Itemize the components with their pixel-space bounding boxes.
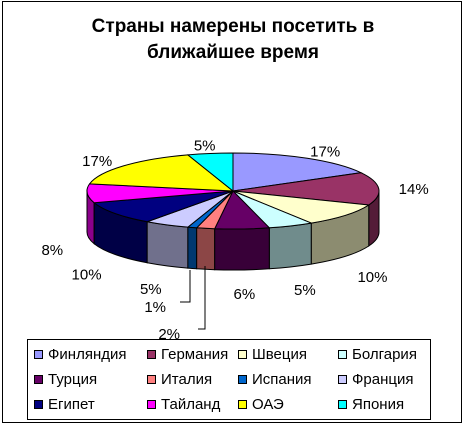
data-label-2: 14% (399, 181, 429, 198)
legend-item-1: Финляндия (34, 346, 126, 363)
slice-9 (92, 190, 234, 223)
legend-swatch (34, 350, 43, 359)
data-label-10: 8% (41, 242, 63, 259)
legend-swatch (34, 400, 43, 409)
data-label-11: 17% (82, 153, 112, 170)
chart-title-line-1: Страны намерены посетить в (91, 16, 375, 37)
legend-label: Германия (161, 346, 229, 363)
pie-side-7 (187, 226, 198, 270)
legend-item-3: Швеция (238, 346, 307, 363)
slice-2 (232, 172, 380, 206)
legend: Финляндия Германия Швеция Болгария Турция Ита… (27, 339, 431, 420)
legend-swatch (338, 400, 347, 409)
legend-label: Испания (252, 371, 312, 388)
chart-title-line-2: ближайшее время (147, 42, 319, 63)
legend-label: Болгария (352, 346, 417, 363)
slice-12 (186, 152, 234, 193)
pie-plot: 17%14%10%5%6%2%1%5%10%8%17%5% (41, 137, 429, 340)
legend-swatch (34, 375, 43, 384)
legend-item-5: Турция (34, 371, 97, 388)
slice-11 (88, 154, 235, 192)
legend-item-2: Германия (147, 346, 228, 363)
legend-label: Тайланд (161, 396, 221, 413)
legend-swatch (147, 375, 156, 384)
legend-item-6: Италия (147, 371, 212, 388)
pie-side-8 (146, 221, 189, 269)
data-label-3: 10% (357, 269, 387, 286)
slice-1 (232, 152, 363, 192)
legend-item-9: Египет (34, 396, 95, 413)
pie-side-6 (196, 227, 216, 271)
legend-label: Япония (352, 396, 405, 413)
legend-label: Швеция (252, 346, 307, 363)
chart-title: Страны намерены посетить в ближайшее вре… (0, 14, 466, 66)
legend-label: Франция (352, 371, 414, 388)
legend-swatch (238, 350, 247, 359)
data-label-9: 10% (72, 267, 102, 284)
legend-item-10: Тайланд (147, 396, 220, 413)
data-label-12: 5% (194, 137, 216, 154)
leader-line-6 (198, 266, 206, 330)
data-label-7: 1% (144, 299, 166, 316)
data-label-5: 6% (234, 286, 256, 303)
legend-swatch (147, 350, 156, 359)
data-label-8: 5% (140, 281, 162, 298)
legend-label: Финляндия (48, 346, 127, 363)
legend-label: Италия (161, 371, 213, 388)
legend-item-11: ОАЭ (238, 396, 284, 413)
legend-item-12: Япония (338, 396, 404, 413)
legend-item-4: Болгария (338, 346, 417, 363)
legend-swatch (238, 375, 247, 384)
leader-line-7 (180, 270, 191, 303)
data-label-6: 2% (158, 326, 180, 340)
legend-item-7: Испания (238, 371, 312, 388)
legend-swatch (338, 375, 347, 384)
slice-3 (232, 190, 371, 224)
legend-swatch (338, 350, 347, 359)
legend-label: Египет (48, 396, 95, 413)
legend-swatch (238, 400, 247, 409)
legend-swatch (147, 400, 156, 409)
data-label-4: 5% (294, 282, 316, 299)
legend-item-8: Франция (338, 371, 413, 388)
pie-side-4 (268, 222, 312, 270)
legend-label: Турция (48, 371, 98, 388)
legend-label: ОАЭ (252, 396, 284, 413)
data-label-1: 17% (310, 143, 340, 160)
pie-side-5 (214, 227, 270, 271)
